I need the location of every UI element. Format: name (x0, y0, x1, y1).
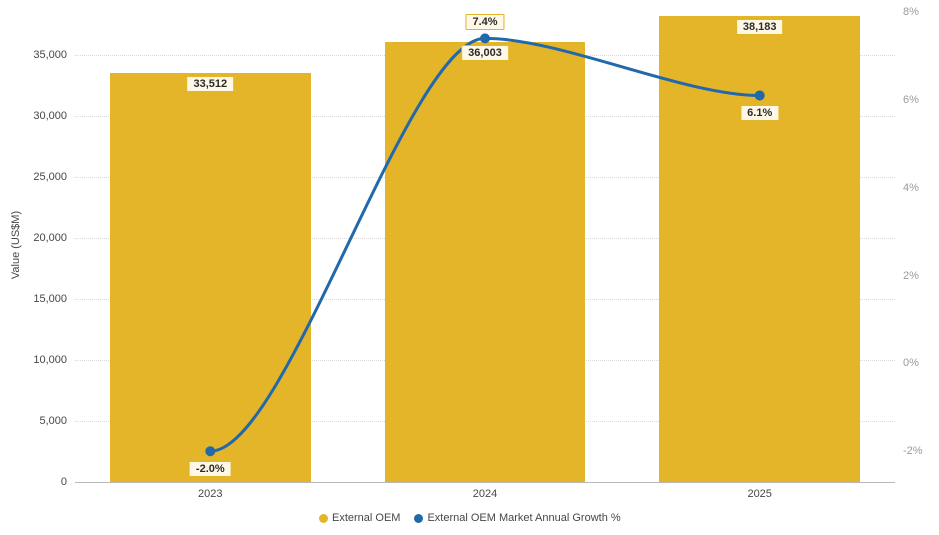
y-right-tick-label: -2% (903, 445, 923, 457)
y-right-tick-label: 2% (903, 270, 919, 282)
y-axis-title: Value (US$M) (10, 211, 22, 279)
legend-swatch-icon (414, 514, 423, 523)
y-left-tick-label: 35,000 (0, 49, 67, 61)
bar-value-label: 36,003 (461, 45, 509, 61)
bar-value-label: 38,183 (736, 19, 784, 35)
line-value-label: 6.1% (740, 105, 779, 121)
legend-label: External OEM (332, 512, 400, 524)
legend: External OEM External OEM Market Annual G… (319, 512, 621, 524)
y-right-tick-label: 0% (903, 357, 919, 369)
bar (659, 16, 860, 482)
x-tick-label: 2025 (747, 488, 771, 500)
x-tick-label: 2023 (198, 488, 222, 500)
y-right-tick-label: 8% (903, 6, 919, 18)
y-left-tick-label: 30,000 (0, 110, 67, 122)
y-left-tick-label: 15,000 (0, 293, 67, 305)
bar (385, 42, 586, 482)
y-left-tick-label: 25,000 (0, 171, 67, 183)
y-right-tick-label: 4% (903, 182, 919, 194)
x-axis-baseline (75, 482, 895, 483)
y-left-tick-label: 5,000 (0, 415, 67, 427)
x-tick-label: 2024 (473, 488, 497, 500)
legend-item: External OEM Market Annual Growth % (414, 512, 620, 524)
y-right-tick-label: 6% (903, 94, 919, 106)
line-value-label: 7.4% (465, 14, 504, 30)
y-left-tick-label: 20,000 (0, 232, 67, 244)
y-left-tick-label: 10,000 (0, 354, 67, 366)
legend-item: External OEM (319, 512, 400, 524)
legend-swatch-icon (319, 514, 328, 523)
bar-value-label: 33,512 (186, 76, 234, 92)
chart-root: Value (US$M) External OEM External OEM Ma… (0, 0, 939, 535)
bar (110, 73, 311, 482)
y-left-tick-label: 0 (0, 476, 67, 488)
line-value-label: -2.0% (189, 461, 232, 477)
legend-label: External OEM Market Annual Growth % (427, 512, 620, 524)
